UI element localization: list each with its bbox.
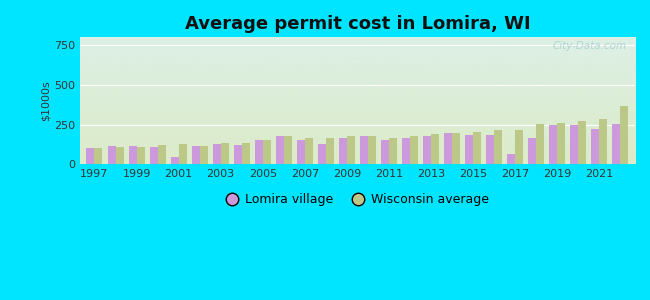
Bar — [473, 132, 481, 164]
Bar — [347, 136, 355, 164]
Bar — [452, 133, 460, 164]
Bar — [494, 130, 502, 164]
Bar — [528, 138, 536, 164]
Bar — [557, 123, 565, 164]
Bar — [549, 125, 557, 164]
Bar — [107, 146, 116, 164]
Bar — [255, 140, 263, 164]
Bar — [94, 148, 103, 164]
Bar — [116, 147, 124, 164]
Bar — [192, 146, 200, 164]
Bar — [507, 154, 515, 164]
Bar — [515, 130, 523, 164]
Bar — [368, 136, 376, 164]
Bar — [423, 136, 431, 164]
Bar — [381, 140, 389, 164]
Bar — [170, 157, 179, 164]
Bar — [136, 147, 144, 164]
Text: City-Data.com: City-Data.com — [552, 41, 627, 51]
Bar — [284, 136, 292, 164]
Bar — [612, 124, 620, 164]
Legend: Lomira village, Wisconsin average: Lomira village, Wisconsin average — [221, 188, 493, 211]
Bar — [620, 106, 629, 164]
Bar — [570, 124, 578, 164]
Bar — [599, 119, 607, 164]
Bar — [263, 140, 271, 164]
Bar — [297, 140, 305, 164]
Bar — [592, 129, 599, 164]
Bar — [578, 122, 586, 164]
Bar — [221, 143, 229, 164]
Bar — [326, 138, 334, 164]
Bar — [318, 144, 326, 164]
Bar — [200, 146, 207, 164]
Bar — [213, 144, 221, 164]
Bar — [305, 138, 313, 164]
Bar — [339, 138, 347, 164]
Y-axis label: $1000s: $1000s — [41, 80, 51, 121]
Bar — [234, 145, 242, 164]
Bar — [465, 135, 473, 164]
Bar — [157, 145, 166, 164]
Title: Average permit cost in Lomira, WI: Average permit cost in Lomira, WI — [185, 15, 530, 33]
Bar — [431, 134, 439, 164]
Bar — [86, 148, 94, 164]
Bar — [276, 136, 284, 164]
Bar — [179, 144, 187, 164]
Bar — [360, 136, 368, 164]
Bar — [242, 143, 250, 164]
Bar — [486, 135, 494, 164]
Bar — [389, 138, 397, 164]
Bar — [150, 147, 157, 164]
Bar — [402, 138, 410, 164]
Bar — [444, 133, 452, 164]
Bar — [536, 124, 544, 164]
Bar — [410, 136, 418, 164]
Bar — [129, 146, 136, 164]
